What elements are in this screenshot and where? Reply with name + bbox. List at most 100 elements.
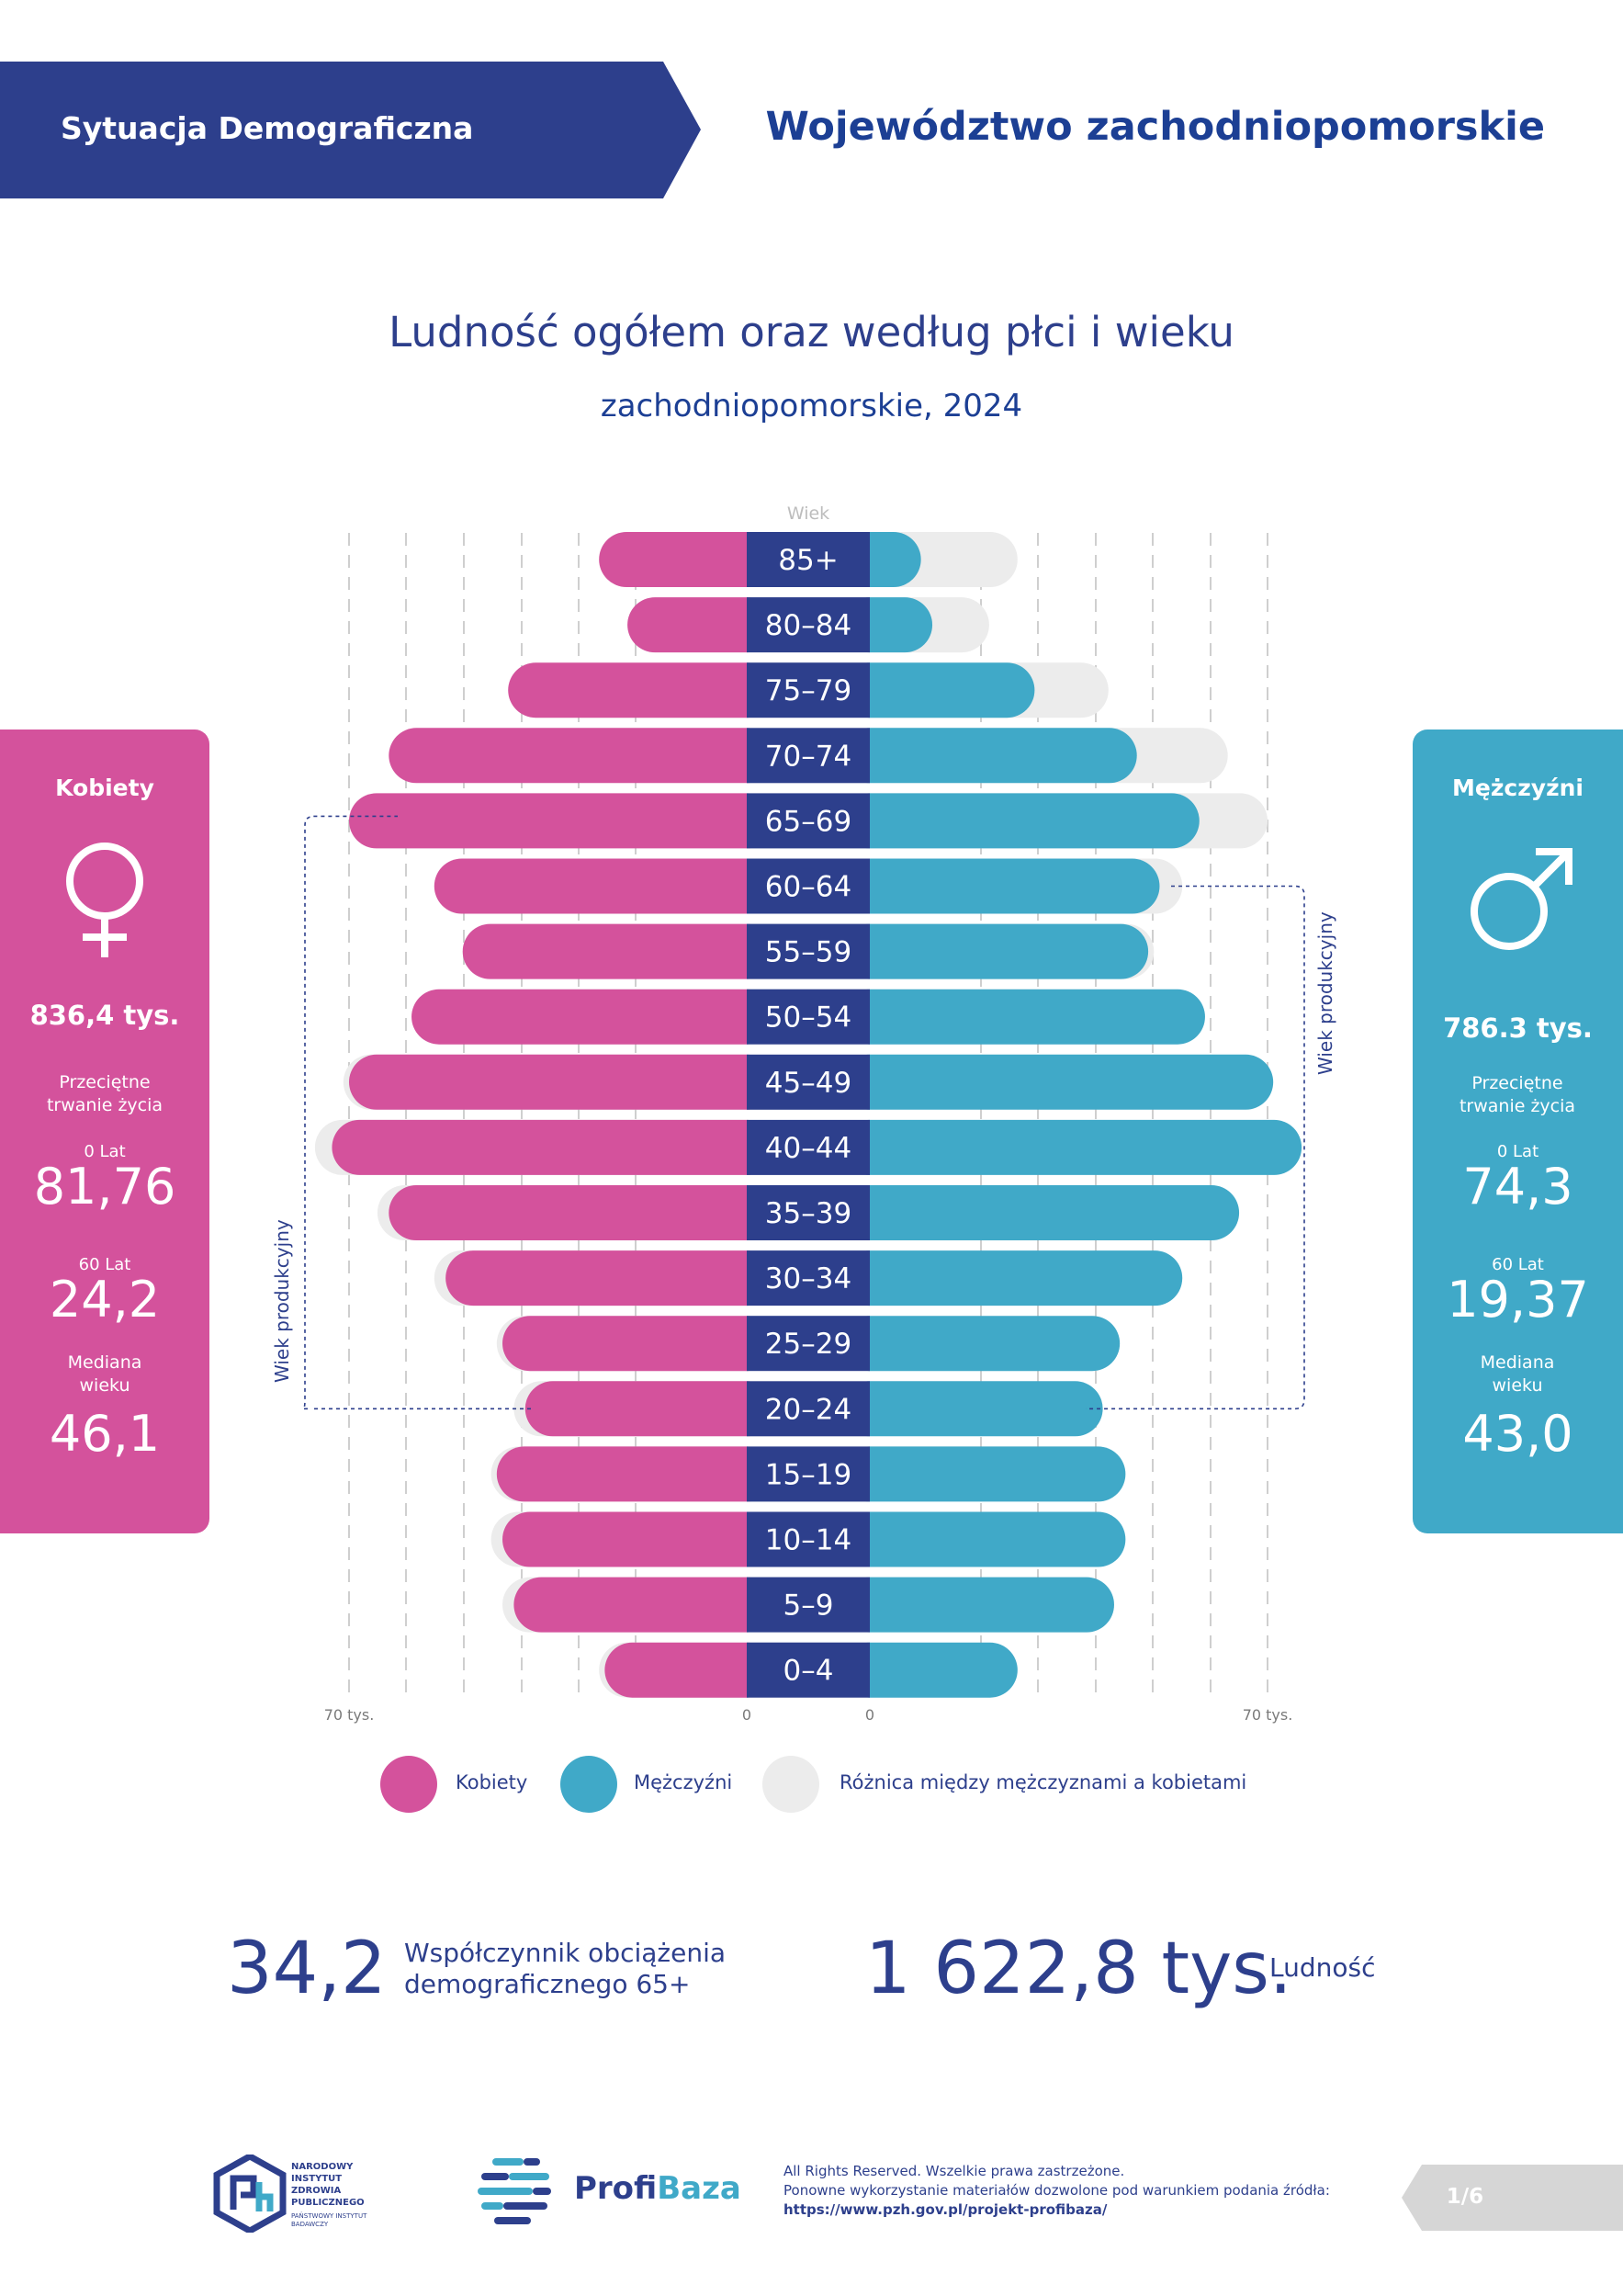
- age-group-label: 45–49: [765, 1067, 851, 1100]
- men-median-value: 43,0: [1462, 1405, 1573, 1463]
- legend-men-label: Mężczyźni: [634, 1771, 733, 1793]
- women-productive-bracket: [302, 815, 398, 1410]
- men-bar: [842, 1054, 1274, 1110]
- age-group-box: [747, 1250, 870, 1306]
- age-group-box: [747, 597, 870, 653]
- nizp-logo-icon: [213, 2155, 287, 2233]
- legend-women-label: Kobiety: [456, 1771, 528, 1793]
- population-value: 1 622,8 tys.: [865, 1928, 1292, 2010]
- women-bar: [332, 1119, 774, 1175]
- age-group-box: [747, 1446, 870, 1502]
- age-group-box: [747, 1054, 870, 1110]
- age-group-label: 85+: [778, 544, 838, 577]
- men-bar: [842, 662, 1035, 718]
- population-pyramid-chart: Wiek 85+ 80–84 75–79 70–74 65–69 60–64 55–59 50–…: [271, 503, 1336, 1724]
- women-age0-value: 81,76: [33, 1158, 176, 1216]
- age-group-box: [747, 532, 870, 587]
- men-productive-bracket: [1086, 885, 1305, 1410]
- age-group-label: 15–19: [765, 1458, 851, 1491]
- legend-men-swatch: [560, 1756, 617, 1813]
- women-bar: [349, 1054, 774, 1110]
- dependency-ratio-label: Współczynnik obciążenia demograficznego …: [404, 1938, 726, 2000]
- legend-difference-swatch: [762, 1756, 819, 1813]
- men-bar: [842, 1577, 1114, 1633]
- age-group-label: 55–59: [765, 936, 851, 969]
- age-group-label: 50–54: [765, 1001, 851, 1035]
- age-group-label: 60–64: [765, 871, 851, 904]
- age-group-label: 30–34: [765, 1262, 851, 1295]
- age-group-box: [747, 858, 870, 914]
- nizp-logo-text: NARODOWY INSTYTUT ZDROWIA PUBLICZNEGO: [291, 2162, 365, 2208]
- men-bar: [842, 1511, 1126, 1567]
- men-bar: [842, 728, 1137, 784]
- page-indicator-tab: [1402, 2165, 1623, 2231]
- men-age0-label: 0 Lat: [1496, 1142, 1539, 1161]
- women-bar: [445, 1250, 774, 1306]
- x-tick-right-zero: 0: [865, 1706, 874, 1724]
- men-productive-age-label: Wiek produkcyjny: [1314, 911, 1336, 1075]
- legend-women-swatch: [380, 1756, 437, 1813]
- men-age0-value: 74,3: [1462, 1158, 1573, 1216]
- men-life-expectancy-label: Przeciętne trwanie życia: [1459, 1073, 1576, 1116]
- age-group-box: [747, 1381, 870, 1437]
- men-bar: [842, 1250, 1183, 1306]
- age-group-label: 5–9: [783, 1589, 834, 1623]
- women-bar: [462, 923, 774, 979]
- men-bar: [842, 793, 1200, 849]
- women-total: 836,4 tys.: [29, 1000, 180, 1031]
- men-bar: [842, 1316, 1121, 1372]
- population-label: Ludność: [1269, 1952, 1376, 1983]
- female-symbol-icon: [66, 843, 143, 957]
- page-number: 1/6: [1446, 2185, 1484, 2209]
- men-median-label: Mediana wieku: [1480, 1352, 1555, 1396]
- age-group-label: 20–24: [765, 1393, 851, 1426]
- male-symbol-icon: [1471, 848, 1572, 950]
- age-group-box: [747, 989, 870, 1045]
- men-bar: [842, 1185, 1240, 1240]
- men-bar: [842, 1446, 1126, 1502]
- dependency-ratio-label-line1: Współczynnik obciążenia: [404, 1938, 727, 1968]
- x-tick-left-max: 70 tys.: [324, 1706, 375, 1724]
- region-title: Województwo zachodniopomorskie: [765, 104, 1545, 150]
- men-total: 786.3 tys.: [1443, 1012, 1593, 1044]
- men-card-title: Mężczyźni: [1452, 775, 1584, 801]
- age-group-label: 80–84: [765, 609, 851, 642]
- women-life-expectancy-label: Przeciętne trwanie życia: [46, 1072, 163, 1115]
- men-bar: [842, 923, 1149, 979]
- age-group-box: [747, 1511, 870, 1567]
- women-card: Kobiety 836,4 tys. Przeciętne trwanie ży…: [0, 730, 209, 1533]
- men-bar: [842, 989, 1205, 1045]
- women-median-value: 46,1: [49, 1405, 161, 1463]
- x-tick-left-zero: 0: [742, 1706, 751, 1724]
- rights-url-link[interactable]: https://www.pzh.gov.pl/projekt-profibaza…: [783, 2201, 1108, 2218]
- women-age60-value: 24,2: [49, 1271, 161, 1329]
- nizp-logo-subtext: PAŃSTWOWY INSTYTUT BADAWCZY: [291, 2212, 367, 2228]
- dependency-ratio-label-line2: demograficznego 65+: [404, 1969, 691, 1999]
- age-group-box: [747, 1119, 870, 1175]
- profibaza-logo-suffix: Baza: [657, 2170, 741, 2207]
- women-bar: [508, 662, 774, 718]
- women-bar: [599, 532, 774, 587]
- men-card: Mężczyźni 786.3 tys. Przeciętne trwanie …: [1413, 730, 1623, 1533]
- age-group-box: [747, 1185, 870, 1240]
- age-group-box: [747, 662, 870, 718]
- chart-title: Ludność ogółem oraz według płci i wieku: [389, 308, 1234, 356]
- men-bar: [842, 1381, 1103, 1437]
- dependency-ratio-value: 34,2: [227, 1928, 387, 2010]
- x-tick-right-max: 70 tys.: [1243, 1706, 1293, 1724]
- women-bar: [513, 1577, 774, 1633]
- men-bar: [842, 1642, 1018, 1698]
- rights-notice: All Rights Reserved. Wszelkie prawa zast…: [783, 2162, 1330, 2220]
- women-bar: [434, 858, 774, 914]
- chart-subtitle: zachodniopomorskie, 2024: [600, 388, 1023, 424]
- age-group-label: 35–39: [765, 1197, 851, 1230]
- age-group-label: 75–79: [765, 674, 851, 707]
- section-label: Sytuacja Demograficzna: [61, 110, 474, 146]
- rights-line-1: All Rights Reserved. Wszelkie prawa zast…: [783, 2163, 1125, 2179]
- women-bar: [524, 1381, 774, 1437]
- age-group-label: 70–74: [765, 740, 851, 773]
- women-median-label: Mediana wieku: [67, 1352, 142, 1396]
- age-group-box: [747, 1577, 870, 1633]
- age-group-box: [747, 1642, 870, 1698]
- women-bar: [389, 1185, 774, 1240]
